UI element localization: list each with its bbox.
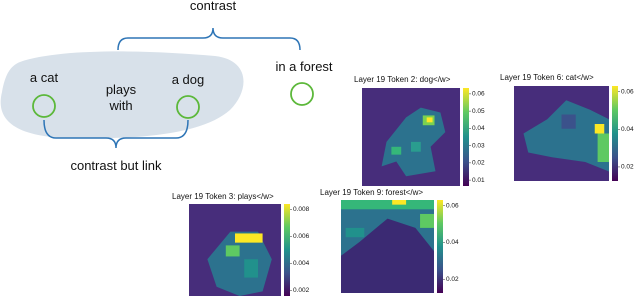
heatmap-hotspot: [345, 227, 365, 238]
colorbar: [612, 86, 618, 181]
colorbar-tick-label: 0.04: [446, 239, 459, 246]
panel-title: Layer 19 Token 9: forest</w>: [320, 188, 423, 197]
heatmap-hotspot: [420, 213, 434, 228]
panel-title: Layer 19 Token 6: cat</w>: [500, 73, 594, 82]
colorbar-tick-label: 0.004: [293, 260, 310, 267]
heatmap-region: [207, 231, 272, 296]
colorbar: [463, 88, 469, 186]
heatmap-hotspot: [225, 245, 240, 257]
heatmap: [362, 88, 460, 186]
node-label: plays: [106, 82, 137, 97]
bottom-label: contrast but link: [70, 158, 162, 173]
colorbar-tick-label: 0.06: [472, 91, 485, 98]
colorbar-tick-label: 0.006: [293, 233, 310, 240]
heatmap-hotspot: [426, 117, 433, 123]
colorbar-tick-label: 0.02: [446, 276, 459, 283]
colorbar-tick-label: 0.002: [293, 287, 310, 294]
colorbar: [284, 204, 290, 296]
token-circle: [176, 95, 200, 119]
heatmap: [514, 86, 609, 181]
colorbar-tick-label: 0.02: [472, 160, 485, 167]
colorbar-tick-label: 0.06: [621, 88, 634, 95]
top-label: contrast: [190, 0, 237, 13]
heatmap-hotspot: [561, 114, 576, 129]
token-circle: [290, 82, 314, 106]
heatmap-hotspot: [341, 200, 434, 210]
panel-title: Layer 19 Token 3: plays</w>: [172, 192, 274, 201]
colorbar-tick-label: 0.008: [293, 206, 310, 213]
panel-title: Layer 19 Token 2: dog</w>: [354, 75, 451, 84]
heatmap-region: [523, 100, 609, 172]
bottom-bracket: [43, 119, 189, 149]
heatmap-hotspot: [392, 200, 407, 205]
node-label: in a forest: [275, 59, 332, 74]
colorbar-tick-label: 0.01: [472, 177, 485, 184]
colorbar-tick-label: 0.04: [621, 126, 634, 133]
colorbar-tick-label: 0.04: [472, 125, 485, 132]
heatmap-hotspot: [411, 141, 421, 152]
heatmap: [341, 200, 434, 293]
node-label: a cat: [30, 70, 59, 85]
colorbar-tick-label: 0.05: [472, 108, 485, 115]
heatmap: [189, 204, 281, 296]
colorbar-tick-label: 0.02: [621, 164, 634, 171]
heatmap-hotspot: [235, 233, 263, 243]
top-bracket: [117, 27, 301, 51]
heatmap-region: [341, 200, 434, 256]
heatmap-hotspot: [597, 133, 609, 162]
colorbar-tick-label: 0.06: [446, 202, 459, 209]
heatmap-hotspot: [391, 146, 402, 155]
node-label: a dog: [172, 72, 205, 87]
colorbar-tick-label: 0.03: [472, 142, 485, 149]
heatmap-hotspot: [244, 259, 258, 278]
colorbar: [437, 200, 443, 293]
node-label: with: [108, 98, 132, 113]
token-circle: [32, 94, 56, 118]
heatmap-hotspot: [594, 124, 605, 134]
